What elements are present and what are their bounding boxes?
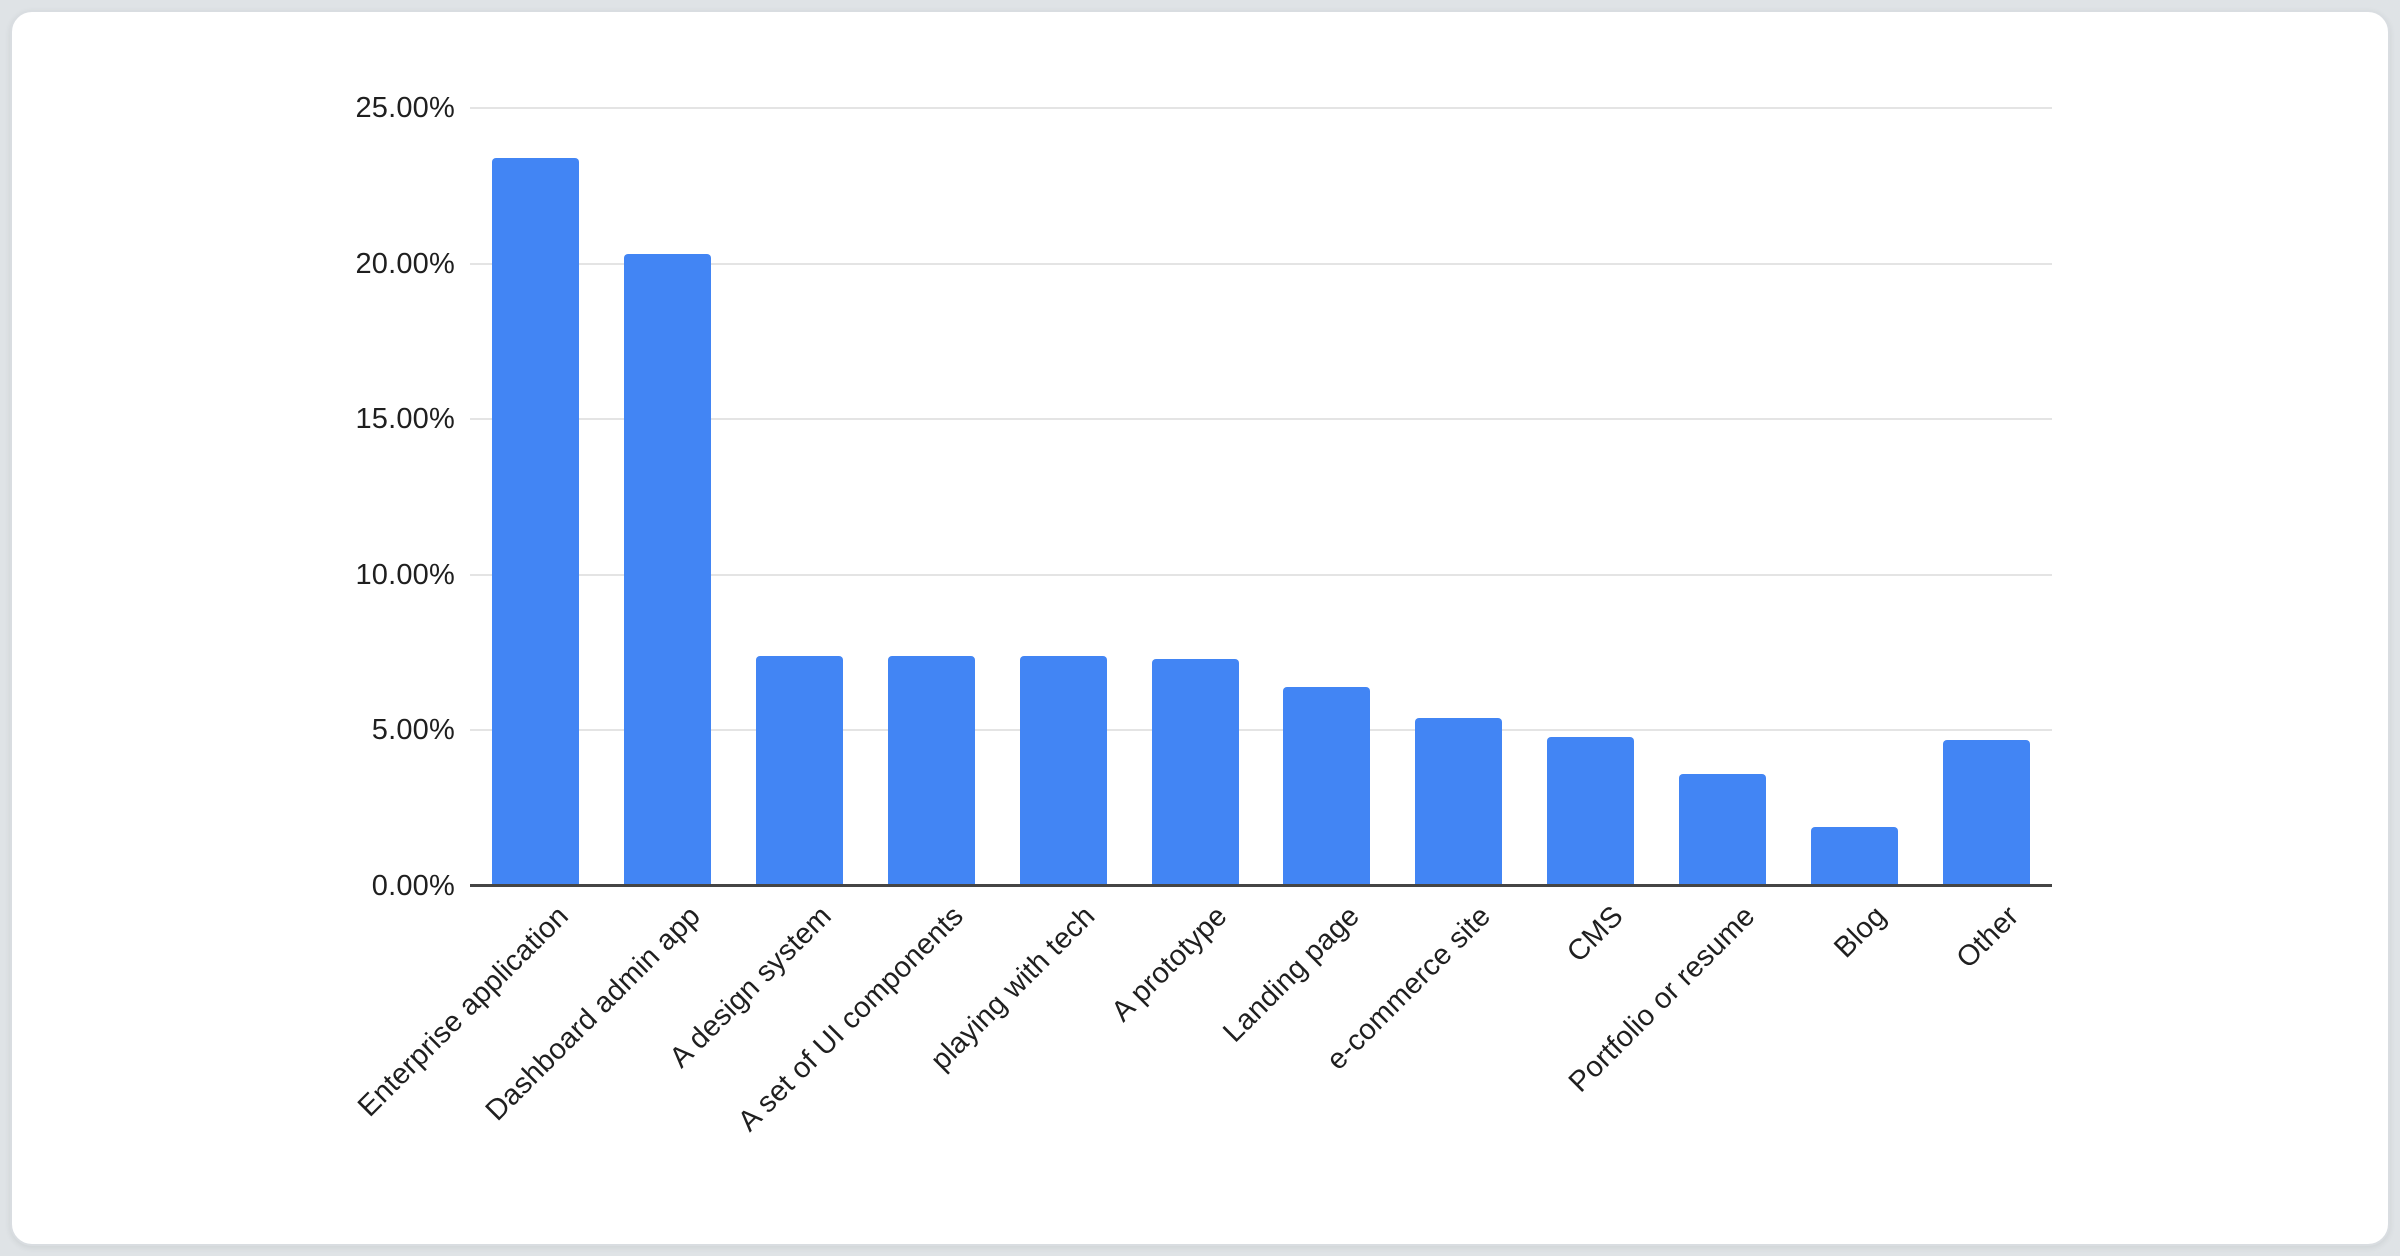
bar-e-commerce-site[interactable] [1415, 717, 1503, 886]
category-slot-a-design-system: A design system [664, 108, 866, 1074]
x-axis-line [470, 884, 2052, 887]
x-axis-label-blog: Blog [1828, 900, 1893, 965]
bar-playing-with-tech[interactable] [1019, 655, 1107, 886]
x-axis-label-dashboard-admin-app: Dashboard admin app [479, 900, 707, 1128]
bar-dashboard-admin-app[interactable] [624, 254, 712, 886]
x-axis-label-a-prototype: A prototype [1105, 900, 1234, 1028]
bar-a-prototype[interactable] [1151, 658, 1239, 886]
x-axis-label-a-set-of-ui-components: A set of UI components [732, 900, 971, 1138]
category-slot-cms: CMS [1525, 108, 1657, 969]
gridline [470, 729, 2052, 732]
category-slot-e-commerce-site: e-commerce site [1321, 108, 1525, 1076]
category-slot-enterprise-application: Enterprise application [352, 108, 602, 1123]
y-axis-tick-label: 20.00% [355, 247, 455, 280]
bar-portfolio-or-resume[interactable] [1678, 773, 1766, 886]
category-slot-dashboard-admin-app: Dashboard admin app [479, 108, 734, 1127]
bar-enterprise-application[interactable] [492, 157, 580, 886]
plot-area: Enterprise application Dashboard admin ap… [352, 107, 2052, 1138]
gridline [470, 262, 2052, 265]
y-axis-tick-label: 0.00% [371, 870, 455, 902]
bars-container: Enterprise application Dashboard admin ap… [352, 108, 2052, 1138]
chart-card: Enterprise application Dashboard admin ap… [10, 10, 2390, 1246]
bar-cms[interactable] [1547, 736, 1635, 886]
y-axis-tick-label: 25.00% [355, 92, 455, 124]
x-axis-label-cms: CMS [1560, 900, 1630, 969]
category-slot-a-prototype: A prototype [1106, 108, 1261, 1028]
category-slot-blog: Blog [1788, 108, 1920, 964]
category-slot-playing-with-tech: playing with tech [925, 108, 1129, 1077]
category-slot-portfolio-or-resume: Portfolio or resume [1562, 108, 1788, 1099]
y-axis-tick-label: 10.00% [355, 558, 455, 591]
category-slot-landing-page: Landing page [1217, 108, 1393, 1049]
y-axis-tick-label: 15.00% [355, 403, 455, 436]
bar-a-design-system[interactable] [756, 655, 844, 886]
gridline [470, 418, 2052, 421]
x-axis-label-landing-page: Landing page [1216, 900, 1366, 1049]
gridline [470, 573, 2052, 576]
bar-landing-page[interactable] [1283, 686, 1371, 886]
category-slot-other: Other [1920, 108, 2052, 975]
bar-a-set-of-ui-components[interactable] [887, 655, 975, 886]
x-axis-label-enterprise-application: Enterprise application [351, 900, 575, 1123]
bar-blog[interactable] [1810, 826, 1898, 886]
x-axis-label-other: Other [1950, 900, 2025, 975]
category-slot-a-set-of-ui-components: A set of UI components [732, 108, 997, 1138]
bar-other[interactable] [1942, 739, 2030, 886]
y-axis-tick-label: 5.00% [371, 714, 455, 747]
gridline [470, 107, 2052, 109]
